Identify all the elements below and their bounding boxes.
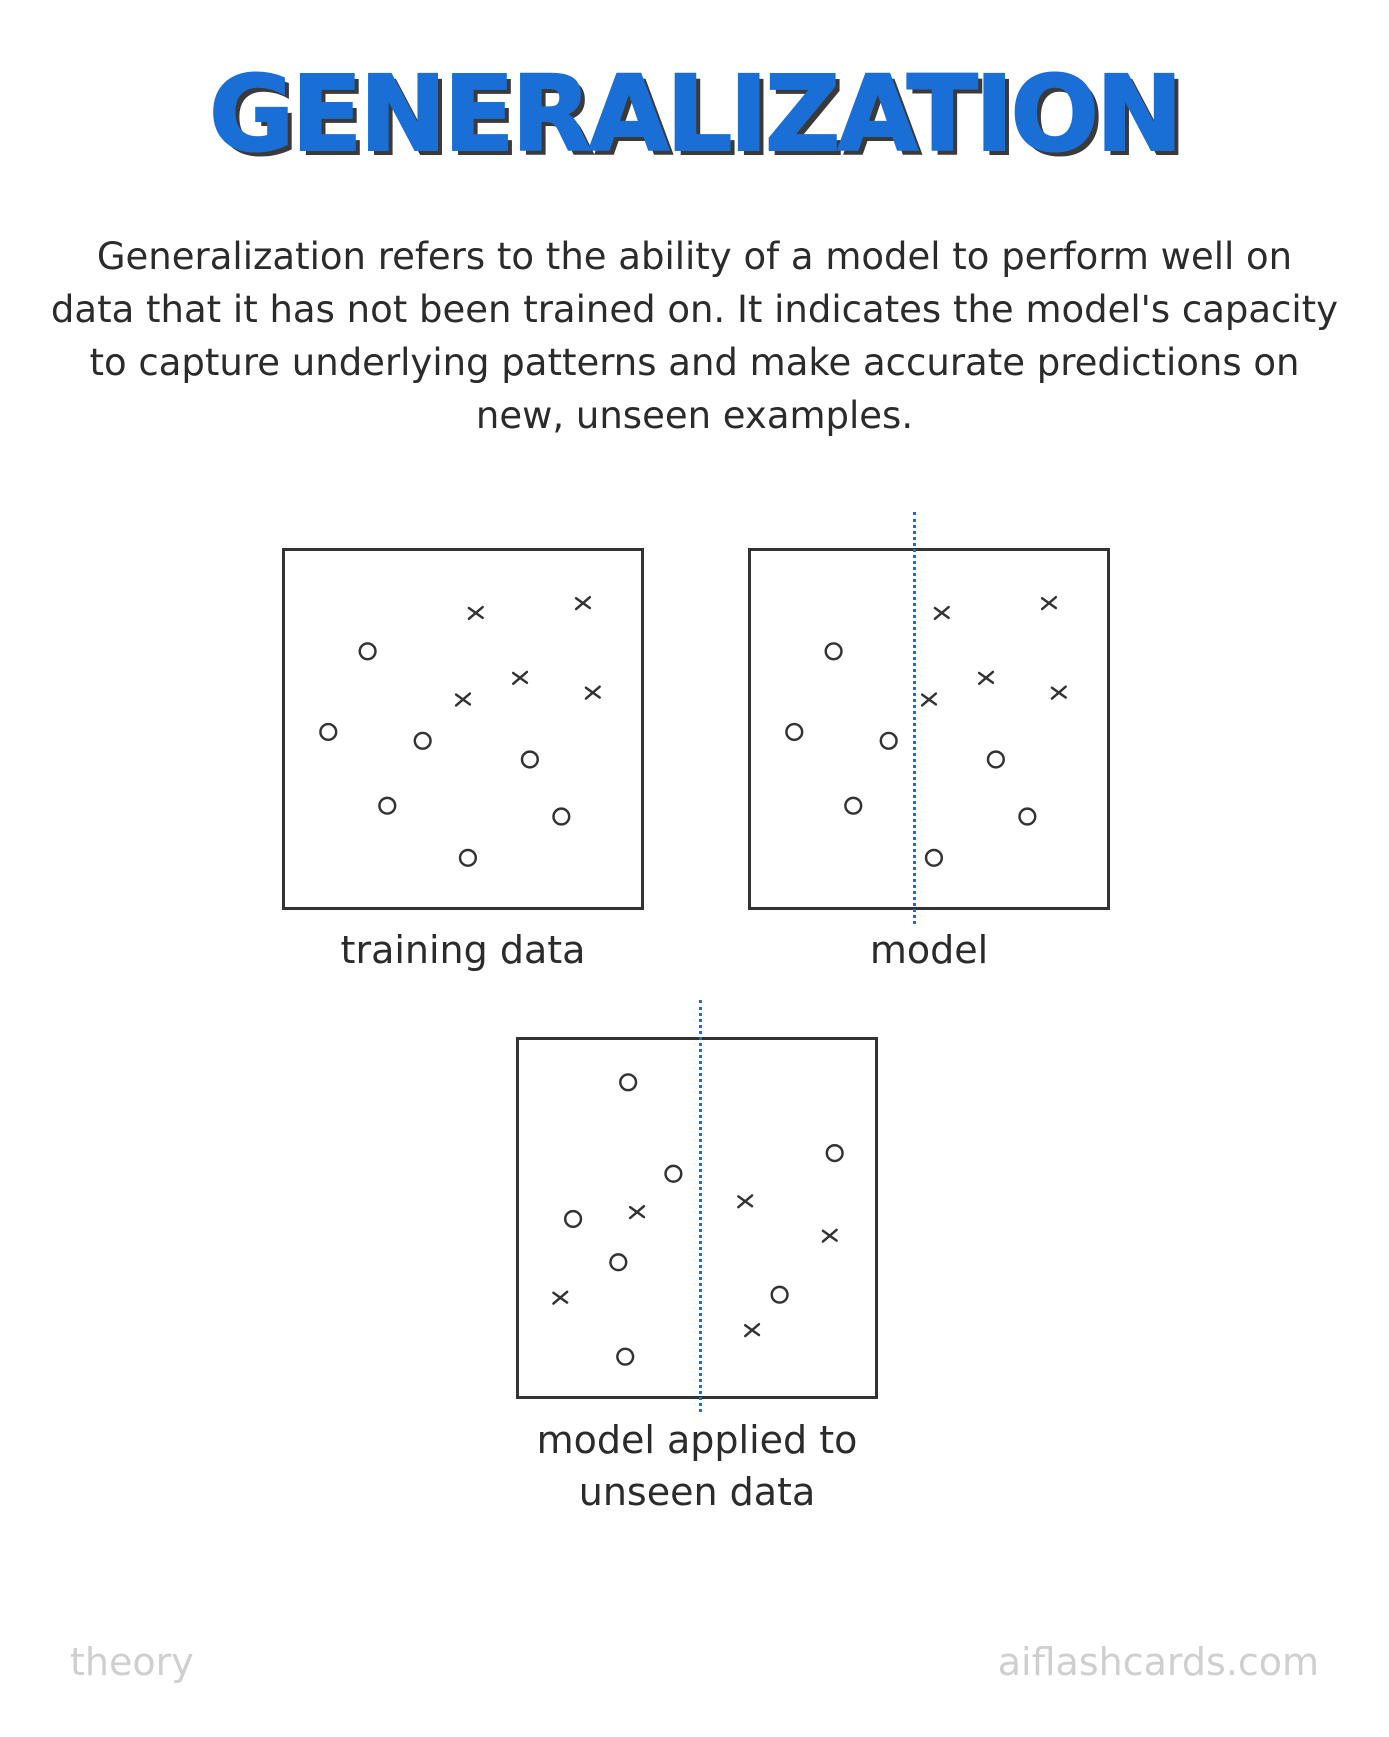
cross-point-marker [628, 1204, 646, 1220]
unseen-decision-boundary [699, 1000, 702, 1412]
circle-point-marker [825, 1143, 844, 1163]
circle-point-marker [1018, 807, 1037, 826]
description-text: Generalization refers to the ability of … [50, 235, 1339, 437]
circle-point-marker [664, 1164, 683, 1183]
model-plot [785, 595, 1067, 867]
circle-point-marker [358, 642, 377, 661]
cross-point-marker [552, 1290, 569, 1305]
cross-point-marker [574, 595, 592, 611]
circle-point-marker [616, 1347, 635, 1366]
page-title: GENERALIZATION [208, 53, 1184, 175]
footer-site[interactable]: aiflashcards.com [997, 1640, 1319, 1684]
cross-point-marker [933, 605, 950, 621]
circle-point-marker [319, 722, 338, 742]
circle-point-marker [520, 750, 539, 769]
cross-point-marker [821, 1228, 838, 1243]
circle-point-marker [879, 731, 898, 750]
unseen-data-panel [516, 1037, 878, 1399]
unseen-data-label-line2: unseen data [578, 1470, 816, 1514]
cross-point-marker [511, 670, 529, 685]
circle-point-marker [609, 1253, 628, 1272]
circle-point-marker [844, 796, 863, 815]
model-label: model [869, 928, 989, 972]
circle-point-marker [563, 1209, 583, 1229]
circle-point-marker [824, 642, 843, 661]
circle-point-marker [458, 848, 478, 867]
training-data-panel [282, 548, 644, 910]
circle-point-marker [986, 750, 1005, 769]
cross-point-marker [1050, 685, 1067, 700]
circle-point-marker [785, 722, 804, 742]
circle-point-marker [413, 731, 432, 750]
circle-point-marker [924, 848, 944, 867]
cross-point-marker [743, 1322, 761, 1338]
cross-point-marker [977, 670, 995, 685]
model-panel [748, 548, 1110, 910]
unseen-data-label: model applied to unseen data [466, 1414, 928, 1518]
footer-category: theory [70, 1640, 194, 1684]
cross-point-marker [1040, 595, 1058, 611]
unseen-data-plot [552, 1073, 844, 1366]
circle-point-marker [770, 1285, 789, 1304]
circle-point-marker [552, 807, 571, 826]
training-data-plot [319, 595, 601, 867]
cross-point-marker [737, 1194, 754, 1209]
cross-point-marker [584, 685, 601, 700]
model-decision-boundary [913, 512, 916, 924]
cross-point-marker [454, 692, 472, 707]
unseen-data-label-line1: model applied to [536, 1418, 858, 1462]
circle-point-marker [619, 1073, 638, 1092]
cross-point-marker [467, 605, 484, 621]
training-data-label: training data [340, 928, 586, 972]
circle-point-marker [378, 796, 397, 815]
cross-point-marker [920, 692, 938, 707]
